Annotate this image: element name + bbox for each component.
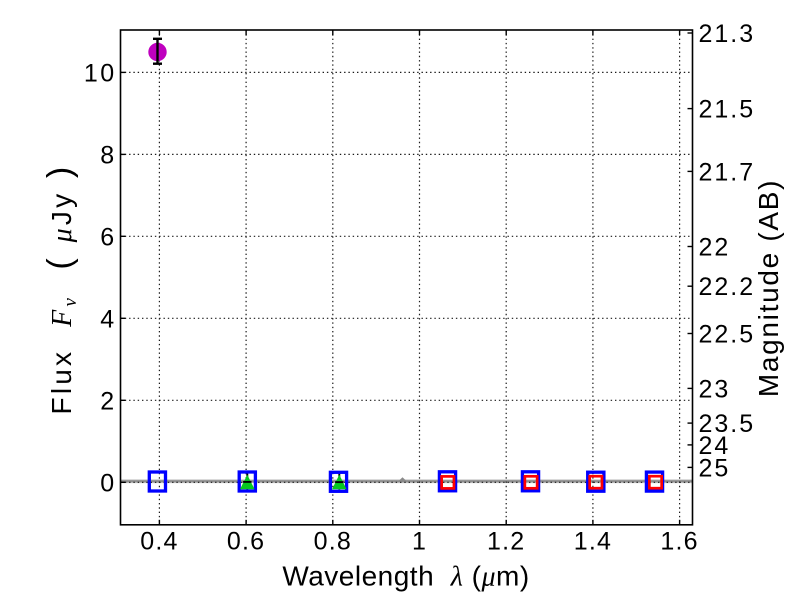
svg-text:22: 22 [699, 234, 731, 262]
svg-text:0.8: 0.8 [314, 528, 352, 556]
svg-text:Wavelength λ (μm): Wavelength λ (μm) [282, 561, 529, 593]
svg-text:1.4: 1.4 [574, 528, 612, 556]
svg-text:0: 0 [100, 469, 116, 497]
svg-text:1: 1 [412, 528, 427, 556]
svg-text:4: 4 [100, 305, 116, 333]
svg-text:23: 23 [699, 375, 731, 403]
svg-text:2: 2 [100, 387, 116, 415]
svg-text:21.7: 21.7 [699, 158, 756, 186]
svg-text:23.5: 23.5 [699, 410, 756, 438]
svg-text:8: 8 [100, 141, 116, 169]
svg-text:0.6: 0.6 [227, 528, 265, 556]
svg-text:24: 24 [699, 432, 731, 460]
svg-text:1.2: 1.2 [487, 528, 525, 556]
svg-text:0.4: 0.4 [140, 528, 178, 556]
svg-text:25: 25 [699, 454, 731, 482]
svg-text:Flux Fν ( μJy ): Flux Fν ( μJy ) [41, 164, 81, 415]
svg-text:21.3: 21.3 [699, 20, 756, 48]
svg-text:21.5: 21.5 [699, 96, 756, 124]
svg-text:1.6: 1.6 [660, 528, 698, 556]
svg-text:Magnitude (AB): Magnitude (AB) [753, 179, 784, 397]
svg-text:22.5: 22.5 [699, 321, 756, 349]
svg-text:22.2: 22.2 [699, 273, 756, 301]
svg-text:10: 10 [84, 59, 117, 87]
svg-text:6: 6 [100, 223, 116, 251]
